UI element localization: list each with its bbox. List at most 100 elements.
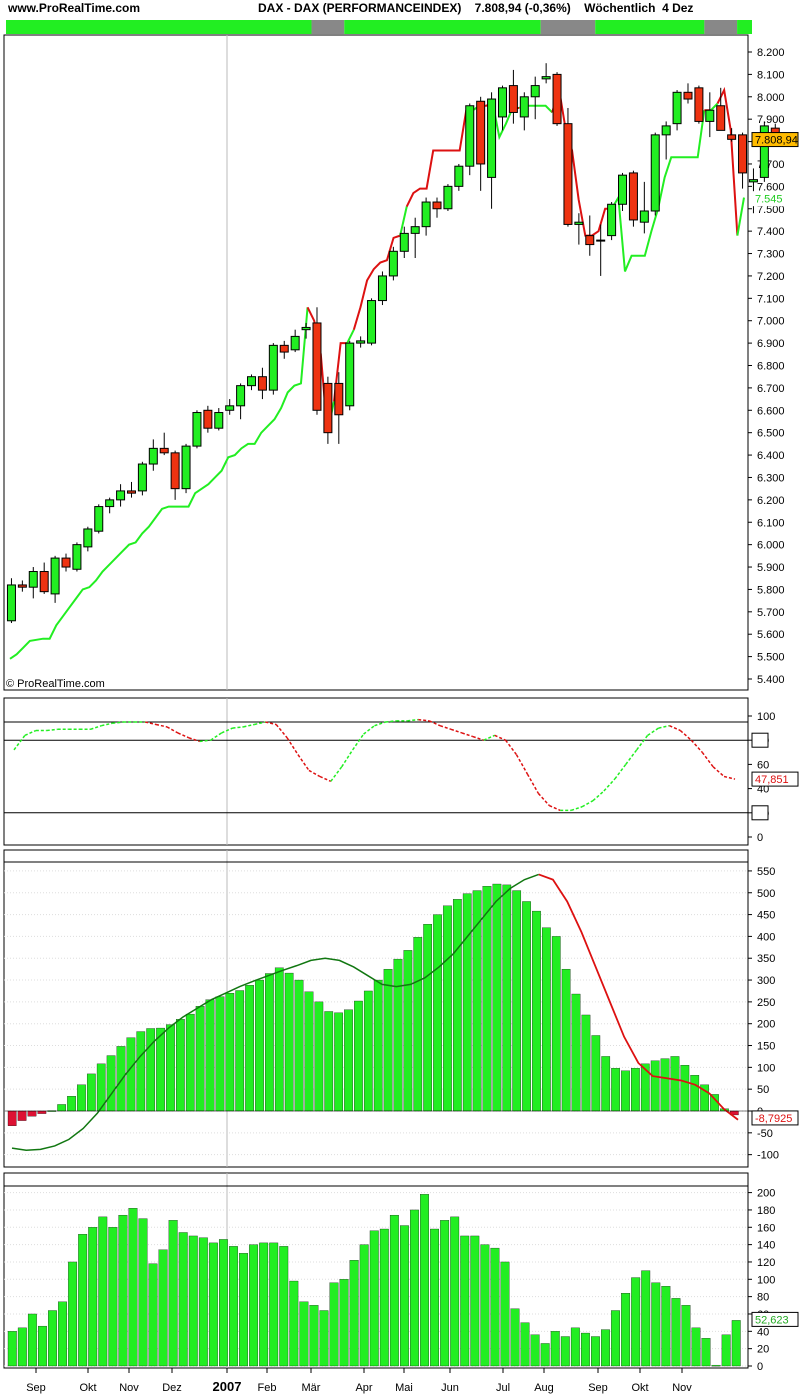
macd-bar [215, 996, 225, 1112]
macd-bar [452, 899, 462, 1112]
value-tag: 7.545 [755, 194, 783, 206]
stochastic-line-segment [603, 778, 616, 792]
volume-bar [198, 1237, 208, 1367]
macd-bar [502, 884, 512, 1112]
y-tick-label: 7.100 [757, 293, 785, 305]
stochastic-line-segment [625, 749, 638, 765]
candle [443, 185, 453, 210]
candle [203, 409, 213, 429]
macd-bar [37, 1110, 47, 1114]
x-tick-label: Jun [441, 1382, 459, 1394]
stochastic-line-segment [483, 734, 495, 741]
y-tick-label: 6.700 [757, 383, 785, 395]
stochastic-line-segment [494, 734, 506, 741]
candle [672, 91, 682, 125]
y-tick-label: 7.900 [757, 114, 785, 126]
macd-bar [344, 1009, 353, 1112]
macd-bar [314, 1001, 324, 1112]
macd-bar [126, 1037, 136, 1112]
y-tick-label: 5.600 [757, 629, 785, 641]
stochastic-line-segment [243, 723, 255, 728]
x-tick-label: Dez [162, 1382, 182, 1394]
y-tick-label: 160 [757, 1222, 775, 1234]
y-tick-label: 6.500 [757, 428, 785, 440]
y-tick-label: 20 [757, 1344, 769, 1356]
y-tick-label: 5.400 [757, 674, 785, 686]
regime-segment [540, 20, 596, 34]
volume-bar [27, 1313, 37, 1367]
macd-bar [492, 883, 502, 1112]
stochastic-line-segment [221, 727, 233, 734]
y-tick-label: 5.800 [757, 584, 785, 596]
value-tag-bg [751, 132, 799, 148]
stochastic-line-segment [101, 722, 113, 727]
candle [552, 73, 562, 125]
volume-bar [480, 1244, 490, 1367]
stochastic-line-segment [210, 732, 222, 741]
candle [356, 340, 366, 344]
candle [388, 250, 398, 277]
y-tick-label: 300 [757, 975, 775, 987]
volume-bar [651, 1282, 661, 1367]
value-tag-bg [751, 1110, 799, 1126]
x-tick-label: Jul [496, 1382, 510, 1394]
volume-bar [148, 1263, 158, 1367]
stochastic-line-segment [232, 726, 244, 729]
macd-bar [235, 990, 245, 1112]
site-name[interactable]: www.ProRealTime.com [8, 1, 141, 15]
stochastic-line-segment [352, 733, 365, 751]
x-tick-label: Feb [258, 1382, 277, 1394]
regime-segment [704, 20, 738, 34]
candle [28, 571, 38, 588]
macd-bar [462, 893, 472, 1112]
volume-bar [168, 1220, 178, 1367]
stop-line-segment [405, 110, 468, 207]
macd-bar [660, 1058, 670, 1112]
volume-bar [570, 1327, 580, 1367]
candle [279, 344, 289, 353]
y-tick-label: 8.100 [757, 69, 785, 81]
volume-bar [88, 1227, 98, 1367]
macd-bar [245, 985, 254, 1112]
stochastic-line-segment [155, 723, 168, 728]
volume-bar [540, 1343, 550, 1367]
regime-tail [748, 20, 752, 34]
stochastic-line-segment [461, 732, 474, 738]
volume-bar [711, 1364, 721, 1367]
macd-bar [363, 990, 373, 1112]
volume-bar [450, 1216, 460, 1367]
macd-bar [205, 999, 215, 1112]
macd-bar [591, 1035, 601, 1112]
candle [748, 179, 758, 183]
volume-bar [601, 1329, 610, 1367]
volume-bar [239, 1253, 248, 1367]
volume-bar [108, 1227, 118, 1367]
volume-bar [178, 1232, 188, 1367]
volume-bar [691, 1327, 701, 1367]
stochastic-line-segment [669, 724, 681, 732]
watermark: © ProRealTime.com [6, 678, 105, 690]
macd-bar [334, 1012, 343, 1112]
value-tag-bg [751, 191, 799, 207]
volume-bar [128, 1208, 138, 1367]
volume-bar [329, 1282, 339, 1367]
candle [596, 239, 606, 242]
stop-line-segment [710, 102, 719, 111]
volume-bar [560, 1336, 570, 1367]
stochastic-line-segment [90, 724, 102, 731]
macd-bar [621, 1070, 630, 1112]
macd-bar [423, 924, 433, 1112]
volume-bar [68, 1261, 78, 1367]
volume-bar [731, 1320, 741, 1367]
volume-bar [48, 1310, 57, 1367]
stochastic-line-segment [374, 721, 386, 727]
macd-bar [304, 991, 314, 1112]
macd-bar [631, 1068, 640, 1112]
volume-bar [38, 1325, 47, 1367]
macd-bar [561, 968, 571, 1112]
y-tick-label: 150 [757, 1041, 775, 1053]
y-tick-label: 7.500 [757, 204, 785, 216]
stochastic-line-segment [166, 726, 179, 734]
macd-bar [27, 1110, 37, 1117]
stochastic-line-segment [690, 739, 703, 753]
